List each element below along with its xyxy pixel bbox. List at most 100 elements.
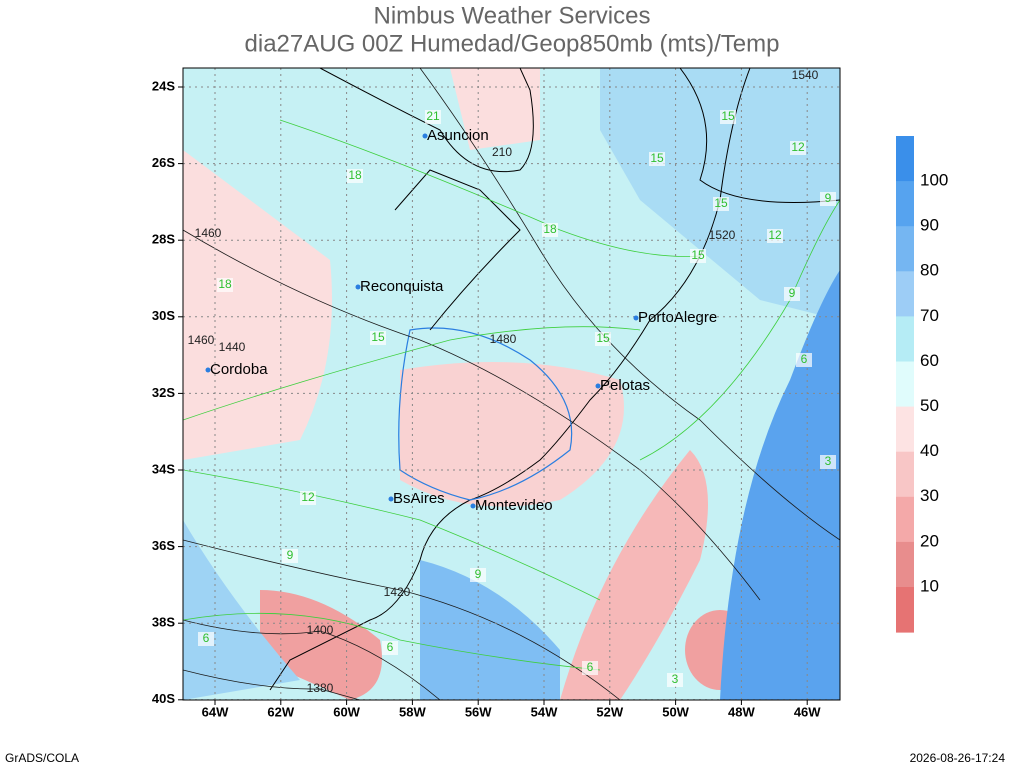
lat-label: 28S xyxy=(152,232,175,247)
temp-label: 12 xyxy=(768,228,782,242)
city-label: PortoAlegre xyxy=(638,309,717,326)
lat-label: 34S xyxy=(152,461,175,476)
footer-left: GrADS/COLA xyxy=(5,751,79,765)
colorbar-swatch xyxy=(896,181,914,227)
colorbar-swatch xyxy=(896,316,914,362)
height-label: 210 xyxy=(492,145,512,159)
colorbar-label: 40 xyxy=(920,441,939,460)
temp-label: 9 xyxy=(287,548,294,562)
lon-label: 52W xyxy=(596,704,623,719)
temp-label: 15 xyxy=(596,331,610,345)
height-label: 1460 xyxy=(195,226,222,240)
label-bg xyxy=(820,455,836,469)
colorbar-label: 100 xyxy=(920,170,948,189)
label-bg xyxy=(790,141,806,155)
label-bg xyxy=(300,491,316,505)
temp-label: 12 xyxy=(301,490,315,504)
label-bg xyxy=(282,549,298,563)
lat-label: 38S xyxy=(152,615,175,630)
lat-label: 30S xyxy=(152,308,175,323)
label-bg xyxy=(425,110,441,124)
height-label: 1540 xyxy=(792,68,819,82)
label-bg xyxy=(820,192,836,206)
label-bg xyxy=(796,353,812,367)
temp-label: 3 xyxy=(825,454,832,468)
height-label: 1520 xyxy=(709,228,736,242)
city-label: Montevideo xyxy=(475,497,553,514)
colorbar-swatch xyxy=(896,587,914,633)
lat-label: 24S xyxy=(152,78,175,93)
colorbar-label: 50 xyxy=(920,396,939,415)
label-bg xyxy=(595,332,611,346)
label-bg xyxy=(667,673,683,687)
lon-label: 50W xyxy=(662,704,689,719)
city-dot xyxy=(388,496,394,502)
temp-label: 15 xyxy=(714,196,728,210)
city-label: Reconquista xyxy=(360,278,444,295)
temp-label: 15 xyxy=(650,151,664,165)
subtitle: dia27AUG 00Z Humedad/Geop850mb (mts)/Tem… xyxy=(245,30,780,57)
lat-label: 36S xyxy=(152,538,175,553)
label-bg xyxy=(542,223,558,237)
label-bg xyxy=(382,641,398,655)
colorbar-swatch xyxy=(896,541,914,588)
city-dot xyxy=(470,503,476,509)
title: Nimbus Weather Services xyxy=(374,2,651,29)
lon-label: 60W xyxy=(333,704,360,719)
city-dot xyxy=(595,383,601,389)
temp-label: 18 xyxy=(543,222,557,236)
city-dot xyxy=(633,315,639,321)
temp-label: 15 xyxy=(721,109,735,123)
label-bg xyxy=(649,152,665,166)
label-bg xyxy=(198,632,214,646)
temp-label: 6 xyxy=(587,660,594,674)
label-bg xyxy=(767,229,783,243)
city-dot xyxy=(205,367,211,373)
colorbar-swatch xyxy=(896,361,914,408)
temp-label: 9 xyxy=(789,286,796,300)
city-label: Pelotas xyxy=(600,377,650,394)
city-dot xyxy=(355,284,361,290)
colorbar-swatch xyxy=(896,451,914,498)
temp-label: 15 xyxy=(371,330,385,344)
temp-label: 9 xyxy=(825,191,832,205)
temp-label: 15 xyxy=(691,248,705,262)
lat-label: 26S xyxy=(152,155,175,170)
lon-label: 62W xyxy=(267,704,294,719)
height-label: 1480 xyxy=(490,332,517,346)
temp-label: 18 xyxy=(218,277,232,291)
label-bg xyxy=(713,197,729,211)
map-field xyxy=(183,68,840,700)
lon-label: 48W xyxy=(728,704,755,719)
label-bg xyxy=(370,331,386,345)
label-bg xyxy=(217,278,233,292)
temp-label: 3 xyxy=(672,672,679,686)
city-label: BsAires xyxy=(393,490,445,507)
lon-label: 54W xyxy=(531,704,558,719)
colorbar-label: 60 xyxy=(920,351,939,370)
temp-label: 21 xyxy=(426,109,440,123)
lon-label: 56W xyxy=(465,704,492,719)
lat-label: 32S xyxy=(152,385,175,400)
colorbar-swatch xyxy=(896,136,914,182)
lat-label: 40S xyxy=(152,691,175,706)
label-bg xyxy=(582,661,598,675)
city-label: Asuncion xyxy=(427,127,489,144)
temp-label: 6 xyxy=(203,631,210,645)
colorbar-swatch xyxy=(896,226,914,272)
colorbar-swatch xyxy=(896,406,914,453)
height-label: 1440 xyxy=(219,340,246,354)
colorbar-swatch xyxy=(896,271,914,317)
label-bg xyxy=(470,568,486,582)
city-label: Cordoba xyxy=(210,361,268,378)
lon-label: 46W xyxy=(794,704,821,719)
height-label: 1400 xyxy=(307,623,334,637)
lon-label: 58W xyxy=(399,704,426,719)
lon-label: 64W xyxy=(202,704,229,719)
colorbar-label: 10 xyxy=(920,576,939,595)
map-frame xyxy=(182,67,841,701)
colorbar-label: 30 xyxy=(920,486,939,505)
label-bg xyxy=(690,249,706,263)
temp-label: 12 xyxy=(791,140,805,154)
